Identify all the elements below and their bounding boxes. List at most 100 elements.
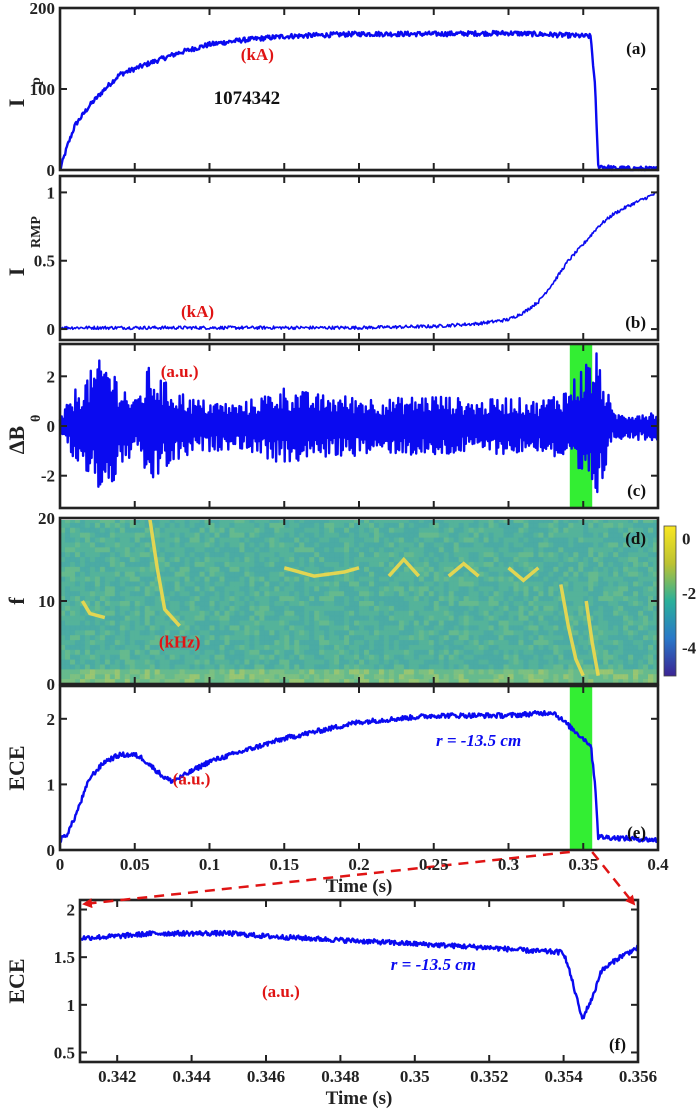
spectrogram-cell [543,664,549,670]
spectrogram-cell [653,664,658,670]
unit-label: (kHz) [159,632,201,651]
spectrogram-cell [314,557,320,563]
spectrogram-cell [349,640,355,646]
spectrogram-cell [199,669,206,675]
spectrogram-cell [408,522,415,529]
spectrogram-cell [304,561,310,568]
spectrogram-cell [593,561,599,568]
spectrogram-cell [274,635,280,641]
spectrogram-cell [633,576,639,583]
spectrogram-cell [359,620,365,627]
spectrogram-cell [578,679,584,684]
spectrogram-cell [60,654,66,661]
colorbar-tick-label: -2 [682,584,696,603]
spectrogram-cell [99,630,106,636]
spectrogram-cell [149,591,156,597]
spectrogram-cell [588,571,594,578]
spectrogram-cell [568,610,574,617]
spectrogram-cell [543,557,549,563]
spectrogram-cell [543,537,549,544]
spectrogram-cell [179,522,186,529]
spectrogram-cell [284,620,290,627]
spectrogram-cell [383,679,390,684]
spectrogram-cell [194,561,201,568]
spectrogram-cell [289,625,295,631]
spectrogram-cell [79,669,86,675]
spectrogram-cell [558,561,564,568]
spectrogram-cell [538,547,544,553]
spectrogram-cell [528,630,535,636]
spectrogram-cell [134,527,141,534]
spectrogram-cell [448,630,455,636]
spectrogram-cell [329,625,335,631]
y-tick-label: 2 [47,367,56,386]
spectrogram-cell [74,625,81,631]
spectrogram-cell [543,669,549,675]
spectrogram-cell [408,576,415,583]
spectrogram-cell [109,640,116,646]
spectrogram-cell [254,566,260,573]
spectrogram-cell [144,596,151,602]
spectrogram-cell [538,571,544,578]
spectrogram-cell [373,537,380,544]
spectrogram-cell [373,605,380,612]
spectrogram-cell [578,644,584,651]
spectrogram-cell [608,664,614,670]
spectrogram-cell [344,664,350,670]
spectrogram-cell [543,586,549,592]
spectrogram-cell [64,586,71,592]
spectrogram-cell [608,669,614,675]
spectrogram-cell [363,664,370,670]
spectrogram-cell [573,571,579,578]
spectrogram-cell [244,566,250,573]
spectrogram-cell [653,659,658,666]
spectrogram-cell [628,591,634,597]
spectrogram-cell [259,664,265,670]
spectrogram-cell [428,669,435,675]
spectrogram-cell [403,581,410,587]
spectrogram-cell [229,674,236,680]
spectrogram-cell [408,532,415,539]
spectrogram-cell [423,679,430,684]
spectrogram-cell [558,527,564,534]
spectrogram-cell [478,601,485,607]
spectrogram-cell [249,601,255,607]
spectrogram-cell [204,679,211,684]
spectrogram-cell [548,586,554,592]
spectrogram-cell [144,635,151,641]
spectrogram-cell [324,542,330,548]
spectrogram-cell [623,542,629,548]
spectrogram-cell [169,625,176,631]
spectrogram-cell [109,586,116,592]
spectrogram-cell [613,566,619,573]
spectrogram-cell [204,520,211,524]
spectrogram-cell [284,532,290,539]
spectrogram-cell [254,576,260,583]
spectrogram-cell [204,625,211,631]
spectrogram-cell [573,520,579,524]
spectrogram-cell [628,527,634,534]
spectrogram-cell [149,552,156,558]
spectrogram-cell [344,615,350,622]
spectrogram-cell [578,552,584,558]
spectrogram-cell [109,654,116,661]
spectrogram-cell [169,654,176,661]
spectrogram-cell [628,615,634,622]
spectrogram-cell [239,537,245,544]
spectrogram-cell [558,610,564,617]
spectrogram-cell [373,654,380,661]
spectrogram-cell [159,630,166,636]
spectrogram-cell [219,576,226,583]
spectrogram-cell [643,547,649,553]
spectrogram-cell [94,537,101,544]
spectrogram-cell [284,615,290,622]
spectrogram-cell [573,557,579,563]
spectrogram-cell [64,610,71,617]
spectrogram-cell [114,659,121,666]
spectrogram-cell [334,566,340,573]
spectrogram-cell [448,520,455,524]
spectrogram-cell [408,547,415,553]
spectrogram-cell [299,610,305,617]
spectrogram-cell [94,571,101,578]
